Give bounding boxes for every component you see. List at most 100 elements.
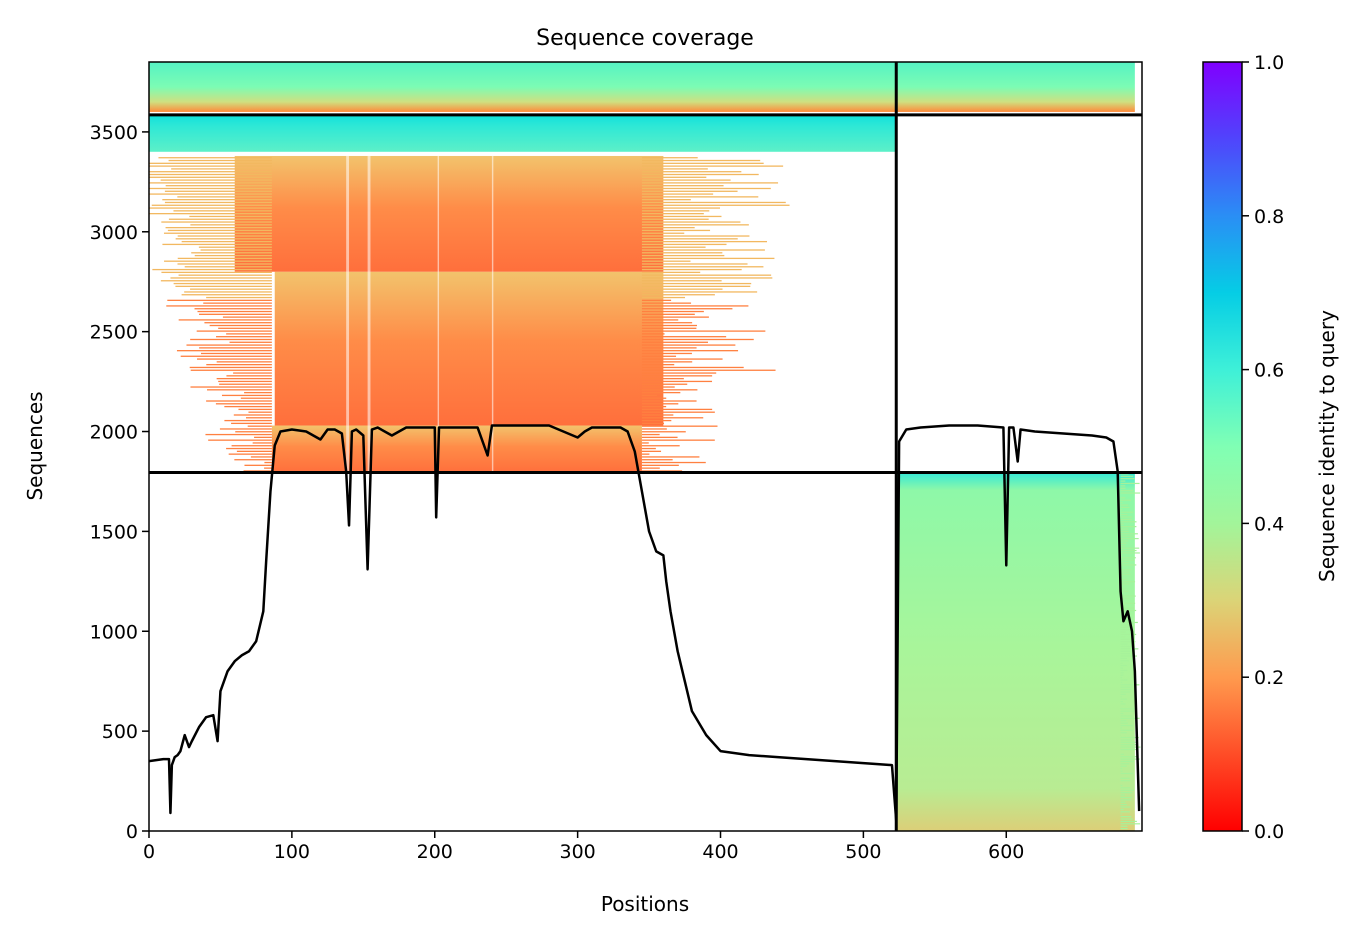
streak bbox=[1120, 787, 1131, 789]
streak bbox=[641, 433, 660, 436]
streak bbox=[641, 341, 708, 343]
streak bbox=[641, 224, 749, 226]
streak bbox=[641, 240, 768, 243]
y-tick-label: 1000 bbox=[90, 621, 138, 643]
streak bbox=[1120, 641, 1136, 643]
streak bbox=[641, 386, 675, 388]
streak bbox=[641, 411, 715, 413]
streak bbox=[641, 157, 698, 159]
streak bbox=[1120, 528, 1129, 530]
streak bbox=[164, 260, 272, 262]
streak bbox=[641, 168, 708, 170]
streak bbox=[234, 459, 272, 461]
streak bbox=[1120, 724, 1134, 727]
streak bbox=[1120, 509, 1123, 511]
streak bbox=[641, 308, 733, 310]
streak bbox=[641, 305, 749, 307]
streak bbox=[184, 291, 272, 293]
streak bbox=[641, 358, 723, 360]
streak bbox=[1120, 636, 1126, 638]
streak bbox=[218, 327, 272, 329]
y-axis: 0 500 1000 1500 2000 2500 3000 3500 bbox=[90, 122, 149, 843]
streak bbox=[1120, 715, 1133, 717]
streak bbox=[641, 319, 679, 321]
streak bbox=[1120, 530, 1129, 532]
streak bbox=[243, 470, 272, 472]
streak bbox=[1120, 523, 1124, 525]
streak bbox=[186, 344, 272, 346]
streak bbox=[236, 450, 272, 452]
streak bbox=[641, 277, 773, 279]
y-tick-label: 2500 bbox=[90, 322, 138, 344]
streak bbox=[1120, 607, 1135, 609]
streak bbox=[1120, 792, 1133, 794]
streak bbox=[1120, 765, 1127, 767]
streak bbox=[1120, 478, 1136, 480]
streak bbox=[1120, 506, 1130, 509]
streak bbox=[165, 226, 272, 229]
streak bbox=[641, 165, 784, 167]
streak bbox=[173, 210, 272, 212]
coverage-block bbox=[274, 271, 664, 426]
streak bbox=[1120, 581, 1136, 583]
streak bbox=[641, 254, 725, 257]
streak bbox=[209, 324, 272, 327]
streak bbox=[176, 350, 272, 352]
block-separators bbox=[149, 62, 1142, 831]
streak bbox=[224, 419, 272, 422]
gap bbox=[149, 151, 897, 156]
streak bbox=[244, 391, 272, 394]
streak bbox=[200, 249, 272, 251]
streak bbox=[641, 428, 667, 430]
streak bbox=[641, 350, 739, 352]
streak bbox=[1120, 684, 1140, 686]
streak bbox=[641, 282, 752, 285]
streak bbox=[641, 464, 679, 466]
streak bbox=[641, 316, 709, 318]
streak bbox=[641, 453, 650, 455]
streak bbox=[641, 221, 741, 223]
streak bbox=[1120, 514, 1128, 516]
y-tick-label: 2000 bbox=[90, 422, 138, 444]
x-tick-label: 200 bbox=[417, 841, 453, 863]
streak bbox=[1120, 629, 1133, 631]
streak bbox=[194, 308, 272, 310]
streak bbox=[219, 383, 272, 385]
streak bbox=[641, 442, 649, 444]
colorbar-tick-label: 0.6 bbox=[1254, 360, 1284, 382]
streak bbox=[641, 268, 742, 271]
streak bbox=[218, 380, 272, 383]
streak bbox=[175, 238, 272, 240]
streak bbox=[1120, 816, 1132, 818]
streak bbox=[1120, 542, 1127, 544]
streak bbox=[641, 294, 715, 296]
streak bbox=[1120, 789, 1134, 791]
streak bbox=[1120, 820, 1137, 823]
coverage-block bbox=[896, 62, 1135, 112]
streak bbox=[231, 445, 272, 447]
streak bbox=[173, 282, 272, 285]
streak bbox=[1120, 480, 1126, 482]
streak bbox=[175, 285, 272, 288]
streak bbox=[161, 221, 272, 223]
streak bbox=[641, 461, 706, 464]
streak bbox=[1120, 818, 1133, 820]
streak bbox=[641, 243, 727, 246]
streak bbox=[1120, 518, 1133, 521]
streak bbox=[244, 464, 272, 466]
streak bbox=[641, 263, 748, 265]
streak bbox=[641, 431, 686, 433]
streak bbox=[181, 294, 272, 296]
gap bbox=[491, 155, 494, 473]
streak bbox=[167, 229, 272, 232]
streak bbox=[641, 179, 731, 181]
streak bbox=[199, 347, 272, 349]
streak bbox=[641, 271, 701, 274]
plot-area bbox=[149, 62, 1141, 831]
streak bbox=[250, 456, 272, 458]
streak bbox=[1120, 660, 1129, 662]
streak bbox=[162, 199, 272, 201]
gap bbox=[437, 155, 440, 473]
streak bbox=[641, 330, 766, 332]
